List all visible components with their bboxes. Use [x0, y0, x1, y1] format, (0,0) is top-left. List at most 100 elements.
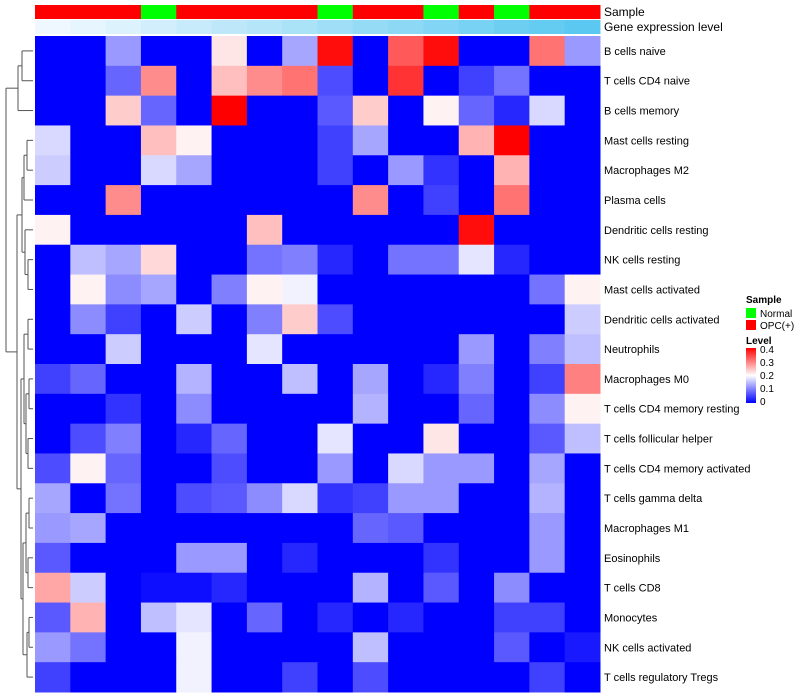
heatmap-cell [70, 214, 107, 246]
heatmap-cell [140, 572, 177, 604]
heatmap-cell [246, 662, 283, 693]
heatmap-cell [282, 274, 318, 305]
heatmap-cell [388, 662, 424, 693]
heatmap-cell [176, 244, 213, 276]
heatmap-cell [70, 572, 107, 604]
heatmap-cell [317, 65, 354, 97]
heatmap-cell [458, 36, 495, 67]
heatmap-cell [494, 572, 530, 604]
sample-annotation-cell [282, 5, 318, 19]
heatmap-cell [35, 542, 71, 574]
heatmap-cell [70, 274, 107, 305]
row-label: T cells CD4 naive [604, 76, 690, 88]
heatmap-cell [529, 542, 566, 574]
heatmap-cell [352, 125, 389, 156]
heatmap-cell [529, 155, 566, 186]
legend-sample-title: Sample [746, 295, 782, 306]
heatmap-cell [282, 65, 318, 97]
heatmap-cell [317, 513, 354, 544]
heatmap-cell [105, 65, 142, 97]
gene-annotation-cell [458, 20, 495, 34]
sample-annotation-cell [35, 5, 71, 19]
heatmap-cell [458, 214, 495, 246]
heatmap-cell [564, 393, 601, 425]
gene-annotation-cell [494, 20, 530, 34]
sample-annotation-cell [317, 5, 354, 19]
heatmap-cell [176, 364, 213, 395]
heatmap-cell [388, 214, 424, 246]
heatmap-cell [423, 364, 460, 395]
heatmap-cell [211, 274, 248, 305]
sample-annotation-cell [70, 5, 107, 19]
heatmap-cell [388, 364, 424, 395]
heatmap-cell [282, 513, 318, 544]
legend-level-tick: 0.4 [760, 345, 774, 356]
sample-annotation-cell [246, 5, 283, 19]
heatmap-cell [35, 125, 71, 156]
heatmap-cell [388, 185, 424, 216]
heatmap-cell [70, 453, 107, 484]
heatmap-cell [352, 304, 389, 335]
row-label: Monocytes [604, 612, 658, 624]
heatmap-cell [423, 334, 460, 365]
heatmap-cell [176, 334, 213, 365]
heatmap-cell [352, 244, 389, 276]
heatmap-cell [35, 155, 71, 186]
heatmap-cell [211, 244, 248, 276]
heatmap-cell [140, 95, 177, 126]
heatmap-cell [140, 542, 177, 574]
heatmap-cell [317, 244, 354, 276]
heatmap-cell [211, 364, 248, 395]
heatmap-cell [70, 65, 107, 97]
heatmap-cell [246, 453, 283, 484]
heatmap-cell [494, 36, 530, 67]
heatmap-cell [246, 36, 283, 67]
heatmap-cell [529, 244, 566, 276]
sample-annotation-cell [423, 5, 460, 19]
heatmap-cell [176, 65, 213, 97]
row-label: Plasma cells [604, 195, 666, 207]
heatmap-cell [176, 662, 213, 693]
gene-annotation-cell [246, 20, 283, 34]
heatmap-cell [211, 155, 248, 186]
heatmap-cell [352, 334, 389, 365]
heatmap-cell [35, 513, 71, 544]
heatmap-cell [105, 572, 142, 604]
heatmap-cell [388, 513, 424, 544]
heatmap-cell [70, 542, 107, 574]
heatmap-cell [388, 632, 424, 663]
heatmap-cell [35, 36, 71, 67]
heatmap-cell [458, 185, 495, 216]
heatmap-cell [494, 214, 530, 246]
heatmap-cell [282, 632, 318, 663]
row-label: T cells CD4 memory resting [604, 404, 740, 416]
heatmap-cell [176, 542, 213, 574]
heatmap-cell [458, 155, 495, 186]
heatmap-cell [140, 274, 177, 305]
heatmap-cell [70, 36, 107, 67]
heatmap-cell [564, 602, 601, 633]
heatmap-cell [352, 513, 389, 544]
heatmap-cell [105, 542, 142, 574]
heatmap-cell [564, 304, 601, 335]
sample-annotation-label: Sample [604, 5, 645, 19]
heatmap-cell [352, 274, 389, 305]
heatmap-cell [388, 453, 424, 484]
heatmap-cell [564, 513, 601, 544]
row-label: NK cells resting [604, 255, 680, 267]
heatmap-cells [35, 36, 601, 693]
heatmap-cell [564, 125, 601, 156]
heatmap-cell [105, 393, 142, 425]
heatmap-cell [564, 244, 601, 276]
heatmap-cell [494, 304, 530, 335]
row-dendrogram [5, 50, 33, 678]
heatmap-cell [246, 125, 283, 156]
heatmap-cell [494, 602, 530, 633]
heatmap-cell [458, 304, 495, 335]
heatmap-cell [494, 364, 530, 395]
heatmap-cell [35, 364, 71, 395]
heatmap-cell [246, 214, 283, 246]
heatmap-cell [70, 185, 107, 216]
heatmap-cell [176, 125, 213, 156]
heatmap-cell [211, 662, 248, 693]
